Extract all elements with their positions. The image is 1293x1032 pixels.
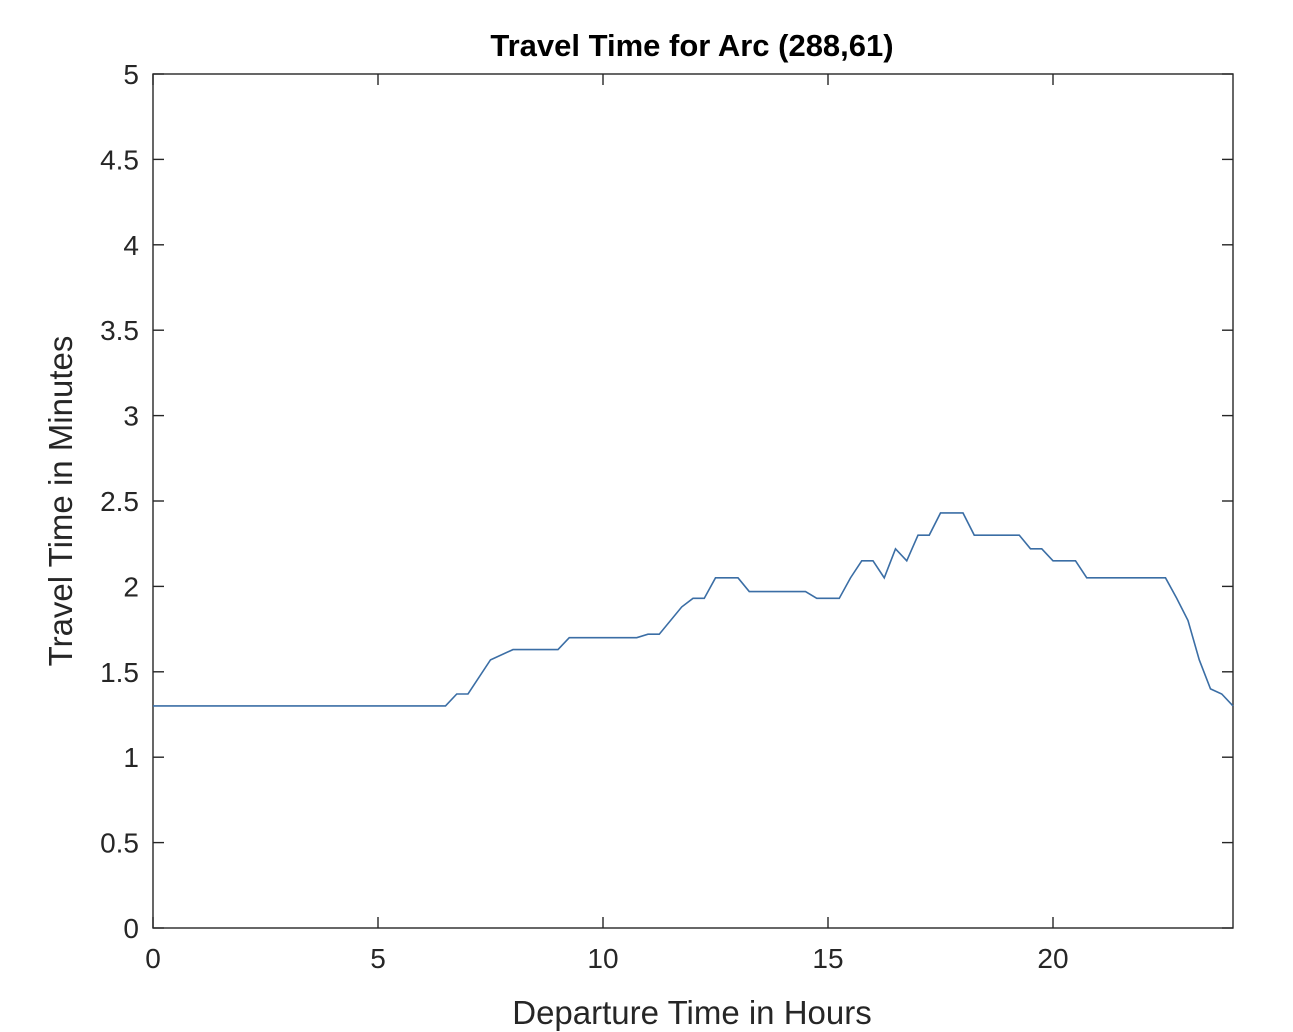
y-tick-label: 0.5 bbox=[100, 828, 139, 859]
y-tick-label: 3.5 bbox=[100, 315, 139, 346]
axis-ticks bbox=[152, 73, 1233, 929]
y-tick-label: 4.5 bbox=[100, 144, 139, 175]
x-tick-label: 15 bbox=[812, 943, 843, 974]
y-tick-label: 1.5 bbox=[100, 657, 139, 688]
y-tick-label: 5 bbox=[123, 59, 139, 90]
y-tick-label: 1 bbox=[123, 742, 139, 773]
x-tick-label: 0 bbox=[145, 943, 161, 974]
chart-title: Travel Time for Arc (288,61) bbox=[490, 28, 893, 63]
y-tick-labels: 0 0.5 1 1.5 2 2.5 3 3.5 4 4.5 5 bbox=[100, 59, 139, 944]
plot-area-frame bbox=[152, 73, 1234, 929]
y-tick-label: 2 bbox=[123, 571, 139, 602]
y-tick-label: 0 bbox=[123, 913, 139, 944]
y-tick-label: 3 bbox=[123, 401, 139, 432]
y-tick-label: 4 bbox=[123, 230, 139, 261]
series-line bbox=[153, 512, 1234, 707]
x-tick-label: 5 bbox=[370, 943, 386, 974]
x-axis-label: Departure Time in Hours bbox=[512, 994, 871, 1031]
x-tick-labels: 0 5 10 15 20 bbox=[145, 943, 1068, 974]
x-tick-label: 10 bbox=[587, 943, 618, 974]
y-axis-label: Travel Time in Minutes bbox=[42, 336, 79, 667]
y-tick-label: 2.5 bbox=[100, 486, 139, 517]
x-tick-label: 20 bbox=[1037, 943, 1068, 974]
